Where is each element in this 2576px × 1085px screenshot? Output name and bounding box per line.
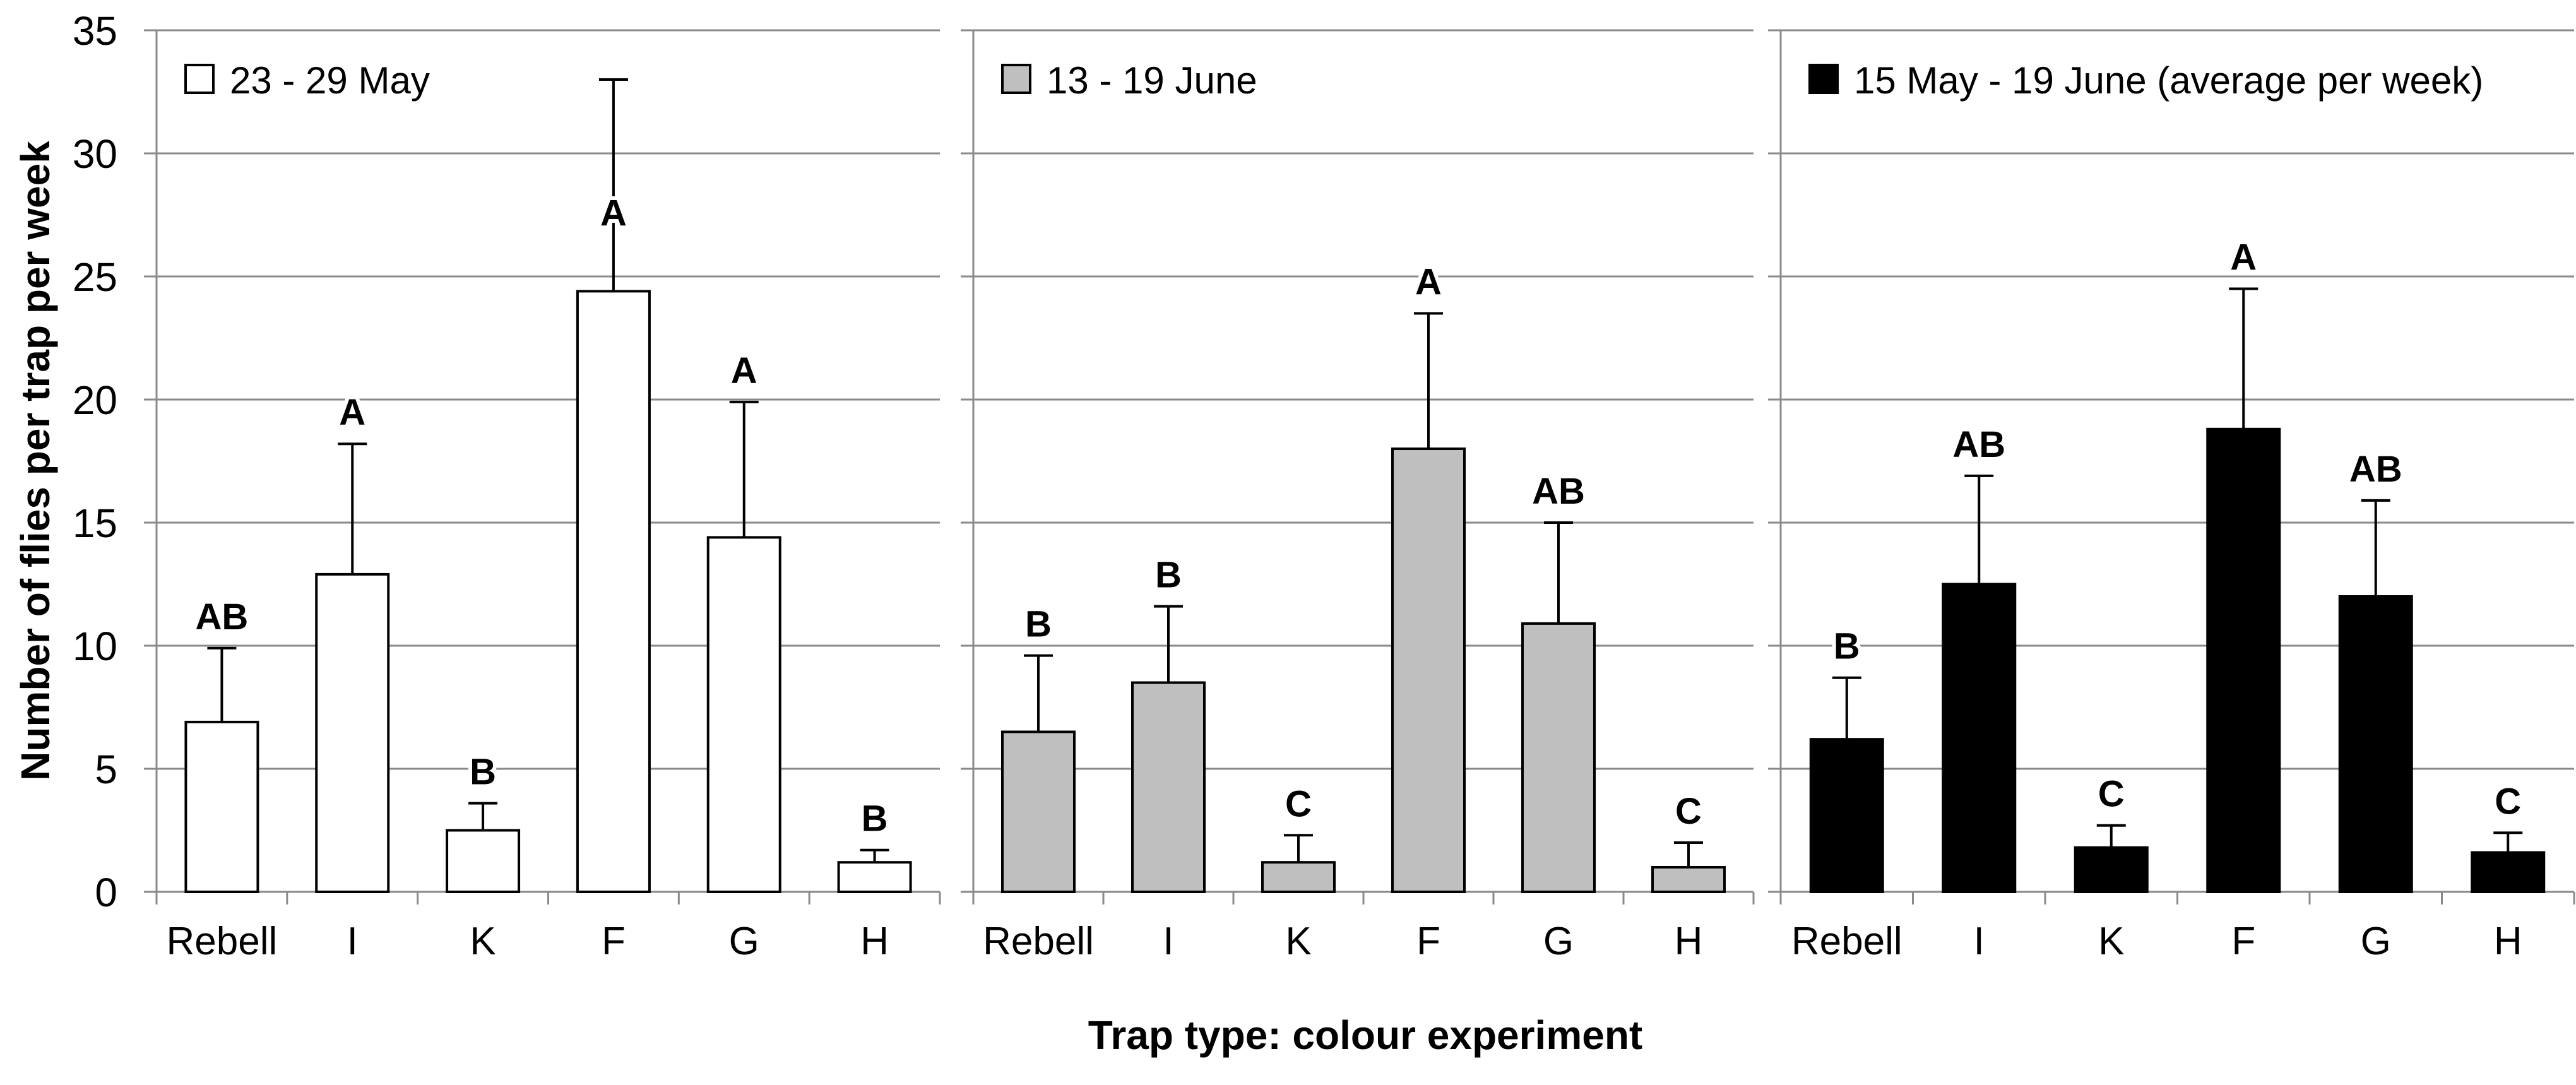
bar [2338, 595, 2413, 893]
category-tick-label: Rebell [983, 920, 1094, 963]
bar [1131, 681, 1206, 893]
bar [1809, 738, 1884, 893]
y-axis-tick-label: 10 [73, 624, 117, 669]
category-tick-label: H [1675, 920, 1703, 963]
significance-letter: A [1415, 262, 1442, 303]
bar [706, 536, 781, 893]
significance-letter: C [2098, 774, 2125, 815]
category-tick-label: H [860, 920, 889, 963]
plot-panel-2: B Rebell B I C K A F AB G C H 13 - 19 June [961, 29, 1755, 963]
bar [1942, 583, 2017, 893]
category-tick-label: F [2231, 920, 2255, 963]
y-axis-tick-label: 25 [73, 254, 117, 300]
bar [837, 861, 912, 893]
category-tick-label: F [602, 920, 626, 963]
bar [446, 829, 521, 893]
y-axis-tick-label: 35 [73, 8, 117, 54]
bar [2471, 851, 2546, 893]
bar [576, 290, 651, 893]
legend-label: 23 - 29 May [230, 59, 430, 102]
category-tick-label: G [2361, 920, 2391, 963]
bar [2074, 846, 2149, 894]
legend-swatch [1808, 64, 1839, 94]
significance-letter: A [731, 350, 757, 391]
significance-letter: B [1834, 626, 1860, 667]
legend-label: 15 May - 19 June (average per week) [1854, 59, 2483, 102]
y-axis-tick-label: 20 [73, 377, 117, 423]
y-axis-tick-label: 5 [95, 747, 117, 792]
bar [315, 572, 390, 894]
significance-letter: A [2230, 237, 2257, 278]
category-tick-label: I [1163, 920, 1173, 963]
category-tick-label: I [347, 920, 358, 963]
category-tick-label: K [470, 920, 496, 963]
bar [1391, 448, 1466, 893]
category-tick-label: K [2098, 920, 2124, 963]
legend-swatch [184, 64, 215, 94]
significance-letter: C [1285, 783, 1312, 824]
category-tick-label: F [1416, 920, 1440, 963]
bar [184, 720, 259, 894]
bar [1651, 866, 1726, 893]
y-axis-title: Number of flies per trap per week [13, 141, 58, 781]
significance-letter: C [1675, 791, 1702, 832]
category-tick-label: G [729, 920, 759, 963]
y-axis-tick-label: 15 [73, 501, 117, 546]
significance-letter: A [339, 392, 365, 433]
bar [1261, 861, 1336, 893]
significance-letter: AB [1952, 424, 2005, 465]
bar [2206, 427, 2281, 893]
y-axis-tick-label: 30 [73, 131, 117, 177]
bar [1001, 730, 1076, 893]
plot-panel-1: AB Rebell A I B K A F A G B H 23 - 29 May [144, 29, 941, 963]
significance-letter: C [2495, 781, 2521, 822]
significance-letter: AB [196, 596, 249, 637]
x-axis-title: Trap type: colour experiment [1088, 1012, 1642, 1058]
significance-letter: B [862, 798, 888, 839]
category-tick-label: Rebell [1791, 920, 1902, 963]
significance-letter: AB [1532, 471, 1585, 512]
bar [1521, 622, 1596, 894]
category-tick-label: H [2494, 920, 2522, 963]
legend-swatch [1001, 64, 1031, 94]
category-tick-label: I [1974, 920, 1985, 963]
legend-label: 13 - 19 June [1047, 59, 1257, 102]
significance-letter: B [1025, 604, 1052, 645]
significance-letter: A [600, 193, 627, 234]
category-tick-label: K [1285, 920, 1311, 963]
significance-letter: B [470, 752, 496, 793]
significance-letter: B [1155, 555, 1182, 596]
significance-letter: AB [2349, 449, 2402, 490]
y-axis-tick-label: 0 [95, 870, 117, 915]
category-tick-label: G [1543, 920, 1574, 963]
plot-panel-3: B Rebell AB I C K A F AB G C H 15 May - 19 June (ave… [1768, 29, 2575, 963]
category-tick-label: Rebell [167, 920, 278, 963]
